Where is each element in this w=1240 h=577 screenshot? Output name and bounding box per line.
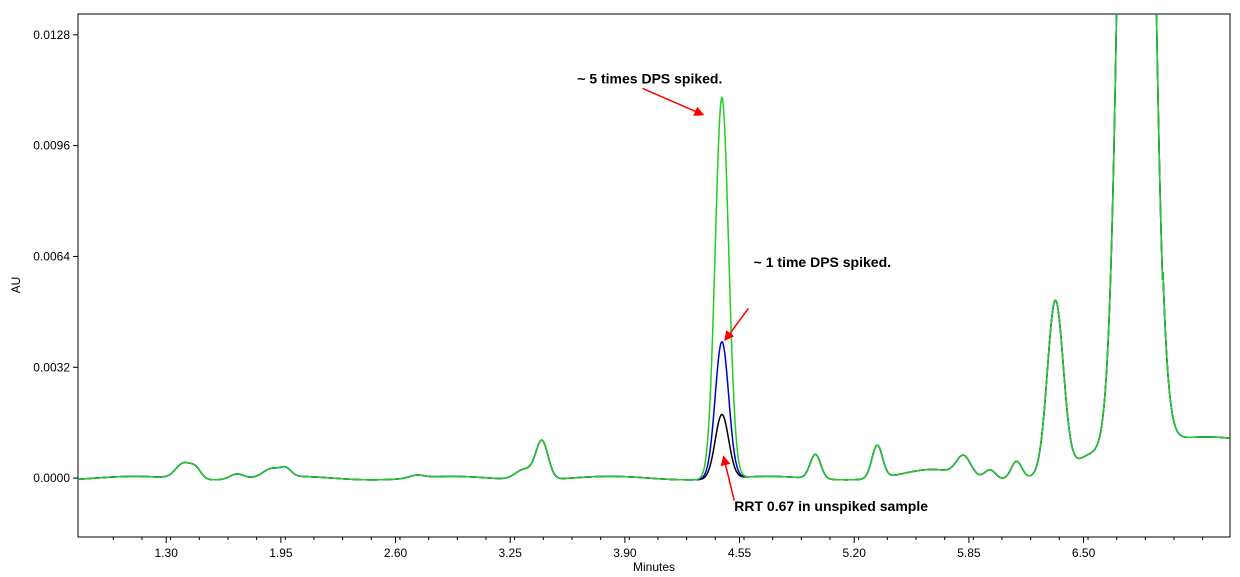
x-tick-label: 3.90 [613, 546, 637, 560]
y-axis-title: AU [9, 277, 23, 294]
x-tick-label: 2.60 [384, 546, 408, 560]
annotation-arrow [724, 307, 749, 342]
annotation-arrow [642, 87, 705, 116]
x-tick-label: 4.55 [728, 546, 752, 560]
x-tick-label: 5.85 [957, 546, 981, 560]
x-axis-title: Minutes [633, 560, 675, 574]
x-tick-label: 1.30 [155, 546, 179, 560]
traces [78, 14, 1230, 481]
x-tick-label: 3.25 [499, 546, 523, 560]
x-tick-label: 6.50 [1072, 546, 1096, 560]
y-tick-label: 0.0000 [33, 471, 70, 485]
annotation-text: RRT 0.67 in unspiked sample [734, 498, 928, 514]
y-tick-label: 0.0128 [33, 28, 70, 42]
x-tick-label: 1.95 [269, 546, 293, 560]
y-axis: 0.0000 0.0032 0.0064 0.0096 0.0128 [33, 28, 78, 485]
y-tick-label: 0.0032 [33, 360, 70, 374]
annotation-arrow [720, 455, 735, 501]
x-tick-label: 5.20 [843, 546, 867, 560]
plot-frame [77, 13, 1231, 538]
annotation-text: ~ 1 time DPS spiked. [754, 254, 891, 270]
y-tick-label: 0.0064 [33, 249, 70, 263]
x-axis: 1.30 1.95 2.60 3.25 3.90 4.55 5.20 5.85 6.50 [112, 537, 1204, 560]
series-line-3 [78, 14, 1230, 481]
y-tick-label: 0.0096 [33, 139, 70, 153]
annotation-text: ~ 5 times DPS spiked. [577, 70, 722, 86]
annotations: ~ 5 times DPS spiked. ~ 1 time DPS spiked… [577, 70, 928, 514]
